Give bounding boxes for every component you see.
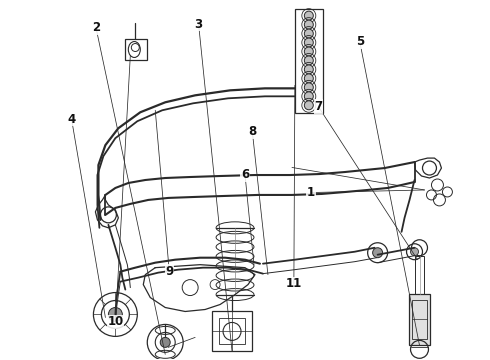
Text: 9: 9 [165,265,173,278]
Text: 4: 4 [68,113,75,126]
Text: 5: 5 [356,35,364,49]
Bar [295,9,323,113]
Circle shape [304,101,313,110]
Circle shape [304,65,313,74]
Bar [412,300,427,339]
Circle shape [304,29,313,38]
Circle shape [304,83,313,92]
Circle shape [304,74,313,83]
Text: 11: 11 [286,278,302,291]
Circle shape [304,92,313,101]
Bar [415,256,424,293]
Text: 8: 8 [248,125,256,138]
Circle shape [304,11,313,20]
Text: 3: 3 [195,18,203,31]
Bar [212,311,252,351]
Circle shape [304,38,313,47]
Circle shape [304,56,313,65]
Circle shape [108,307,122,321]
Text: 10: 10 [107,315,123,328]
Circle shape [372,248,383,258]
Text: 7: 7 [314,100,322,113]
Bar [409,293,431,345]
Bar [219,319,245,345]
Circle shape [304,47,313,56]
Circle shape [160,337,170,347]
Bar [125,39,147,60]
Text: 6: 6 [241,168,249,181]
Text: 2: 2 [92,21,100,34]
Circle shape [304,20,313,29]
Text: 1: 1 [307,186,315,199]
Circle shape [411,248,418,256]
